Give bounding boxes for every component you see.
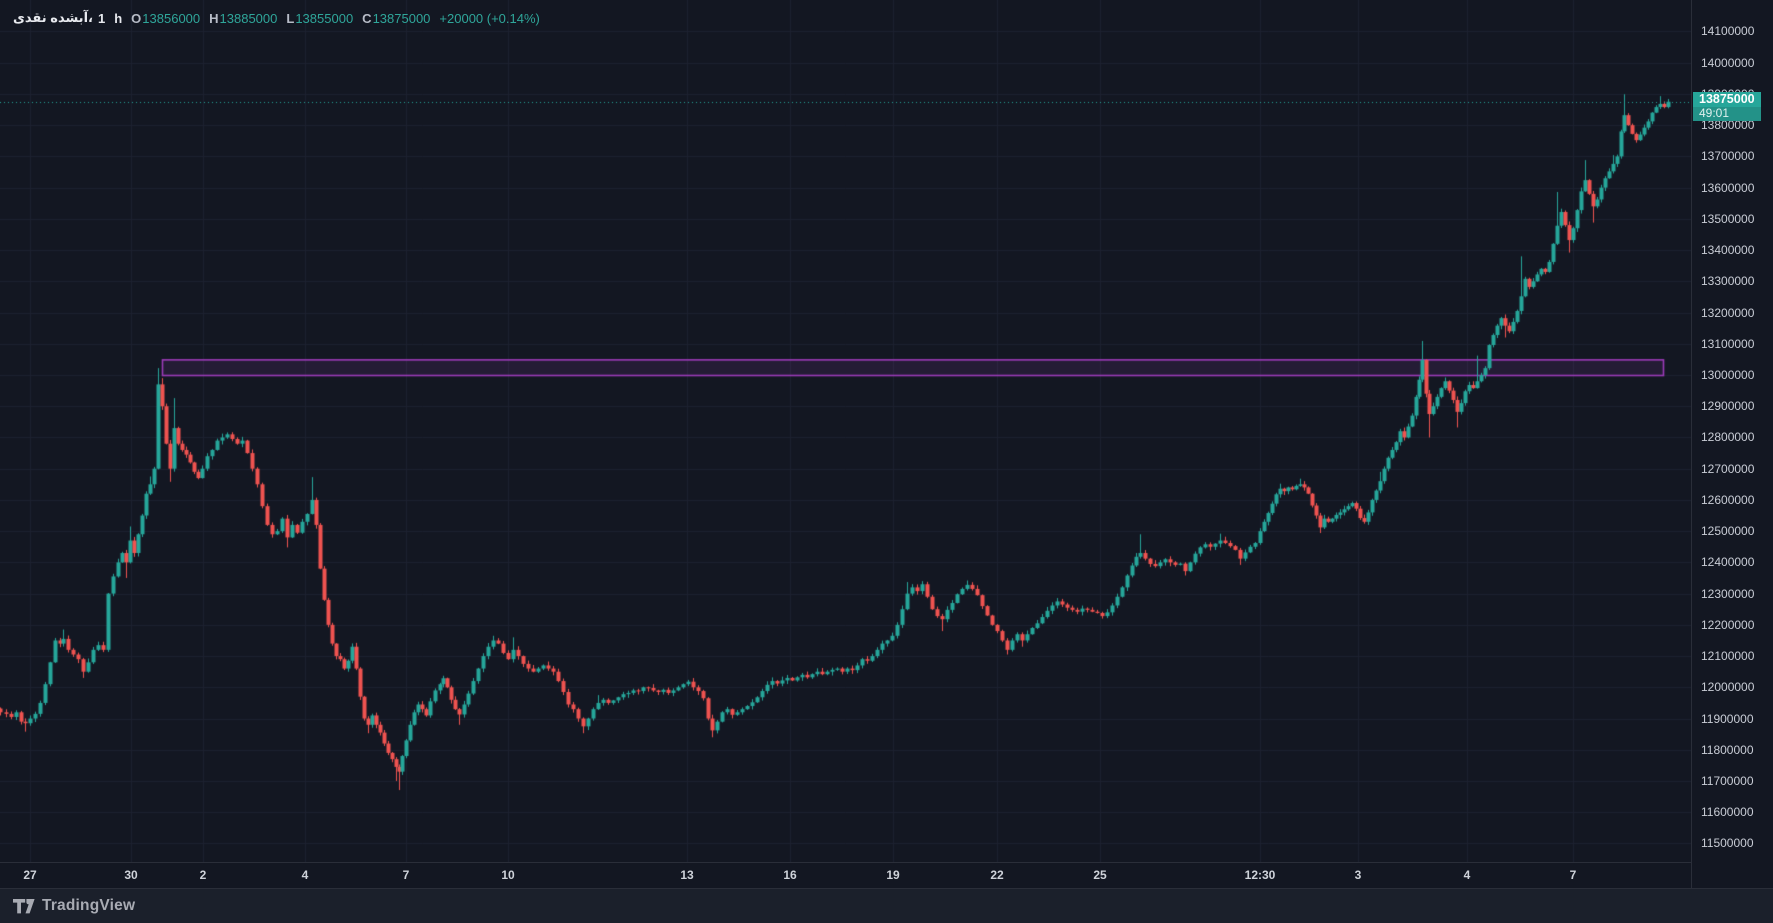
- time-axis-label: 30: [124, 868, 138, 882]
- time-axis-label: 4: [301, 868, 309, 882]
- legend-high: H 13885000: [209, 11, 277, 26]
- open-value: 13856000: [142, 10, 201, 26]
- price-axis-label: 11600000: [1701, 805, 1754, 820]
- legend-low: L 13855000: [286, 11, 353, 26]
- time-axis-label: 2: [199, 868, 207, 882]
- price-axis-label: 14000000: [1701, 55, 1755, 70]
- bar-countdown: 49:01: [1693, 107, 1761, 121]
- change-value: +20000 (+0.14%): [439, 10, 540, 26]
- price-axis-label: 13500000: [1701, 211, 1755, 226]
- price-axis-label: 13400000: [1701, 243, 1755, 258]
- price-axis-label: 14100000: [1701, 24, 1755, 39]
- time-axis-label: 27: [23, 868, 37, 882]
- time-axis-label: 19: [886, 868, 900, 882]
- interval-value[interactable]: 1: [97, 10, 106, 26]
- time-axis-label: 10: [501, 868, 515, 882]
- price-axis[interactable]: 13875000 49:01 1410000014000000139000001…: [1691, 0, 1773, 888]
- price-axis-label: 13800000: [1701, 118, 1755, 133]
- last-price-tag: 13875000 49:01: [1693, 92, 1761, 121]
- interval-unit[interactable]: h: [114, 10, 123, 26]
- time-axis-label: 7: [402, 868, 410, 882]
- price-axis-label: 12100000: [1701, 649, 1755, 664]
- symbol-legend: آبشده نقدی، 1 h O 13856000 H 13885000 L …: [13, 10, 540, 26]
- price-axis-label: 11800000: [1701, 742, 1754, 757]
- price-axis-label: 12500000: [1701, 524, 1755, 539]
- price-axis-label: 13300000: [1701, 274, 1755, 289]
- price-axis-label: 12900000: [1701, 399, 1755, 414]
- price-axis-label: 12200000: [1701, 617, 1755, 632]
- legend-open: O 13856000: [131, 11, 200, 26]
- tradingview-logo-link[interactable]: TradingView: [13, 897, 135, 915]
- time-axis-label: 7: [1569, 868, 1577, 882]
- chart-canvas[interactable]: [0, 0, 1691, 862]
- time-axis-label: 13: [680, 868, 694, 882]
- price-axis-label: 12000000: [1701, 680, 1755, 695]
- price-axis-label: 11700000: [1701, 773, 1754, 788]
- chart-pane[interactable]: آبشده نقدی، 1 h O 13856000 H 13885000 L …: [0, 0, 1691, 862]
- price-axis-label: 13600000: [1701, 180, 1755, 195]
- tradingview-icon: [13, 898, 35, 913]
- time-axis-label: 12:30: [1244, 868, 1276, 882]
- price-axis-label: 12700000: [1701, 461, 1755, 476]
- open-label: O: [131, 10, 142, 26]
- low-value: 13855000: [295, 10, 354, 26]
- price-axis-label: 12800000: [1701, 430, 1755, 445]
- time-axis-label: 3: [1354, 868, 1362, 882]
- time-axis-label: 4: [1463, 868, 1471, 882]
- time-axis-label: 22: [990, 868, 1004, 882]
- price-axis-label: 13100000: [1701, 336, 1755, 351]
- price-axis-label: 11900000: [1701, 711, 1754, 726]
- time-axis-label: 25: [1093, 868, 1107, 882]
- price-axis-label: 12300000: [1701, 586, 1755, 601]
- high-value: 13885000: [219, 10, 278, 26]
- price-axis-label: 13200000: [1701, 305, 1755, 320]
- time-axis[interactable]: 27 30 2 4 7 10 13 16 19 22 25 12:30 3 4 7: [0, 862, 1773, 888]
- legend-close: C 13875000: [362, 11, 430, 26]
- price-axis-label: 12600000: [1701, 492, 1755, 507]
- price-axis-label: 12400000: [1701, 555, 1755, 570]
- symbol-title[interactable]: آبشده نقدی،: [13, 10, 93, 25]
- price-axis-label: 13000000: [1701, 368, 1755, 382]
- price-axis-label: 11500000: [1701, 836, 1754, 851]
- tradingview-wordmark: TradingView: [42, 897, 136, 914]
- high-label: H: [209, 10, 219, 26]
- time-axis-label: 16: [783, 868, 797, 882]
- price-axis-label: 13700000: [1701, 149, 1755, 164]
- low-label: L: [286, 10, 295, 26]
- last-price-value: 13875000: [1693, 92, 1761, 107]
- close-value: 13875000: [372, 10, 431, 26]
- close-label: C: [362, 10, 372, 26]
- bottom-toolbar: TradingView: [0, 888, 1773, 923]
